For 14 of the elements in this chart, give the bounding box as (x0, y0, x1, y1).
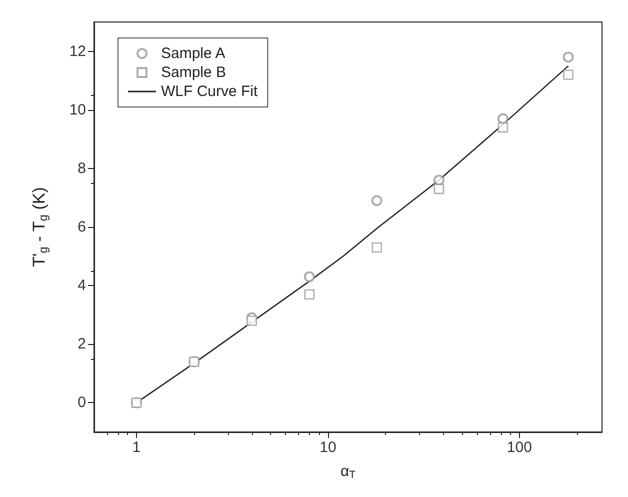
legend-label: Sample B (161, 64, 226, 81)
legend-label: WLF Curve Fit (161, 83, 259, 100)
legend-label: Sample A (161, 45, 226, 62)
x-tick-label: 10 (320, 439, 336, 456)
y-tick-label: 10 (69, 101, 86, 118)
y-tick-label: 2 (78, 336, 86, 353)
x-tick-label: 100 (506, 439, 532, 456)
y-tick-label: 4 (78, 277, 86, 294)
y-tick-label: 12 (69, 42, 86, 60)
y-tick-label: 0 (78, 394, 86, 412)
y-tick-label: 8 (78, 160, 86, 177)
y-axis-title: T'g - Tg (K) (29, 187, 50, 267)
y-tick-label: 6 (78, 218, 86, 236)
x-tick-label: 1 (132, 439, 141, 456)
